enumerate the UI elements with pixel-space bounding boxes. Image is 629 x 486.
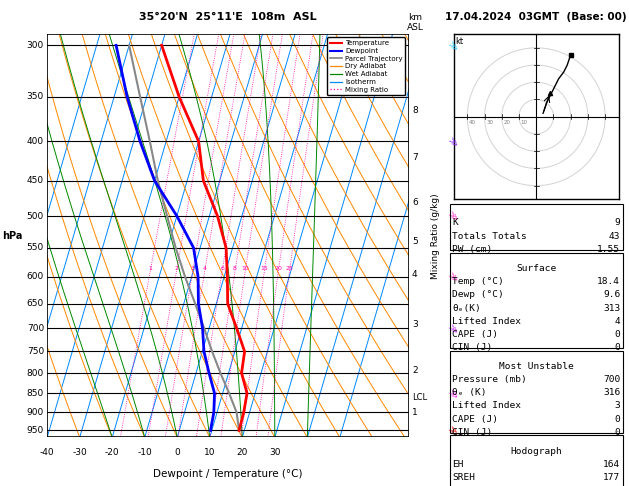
Text: 300: 300 (27, 41, 44, 50)
Text: 17.04.2024  03GMT  (Base: 00): 17.04.2024 03GMT (Base: 00) (445, 12, 627, 22)
Text: 3: 3 (191, 266, 195, 271)
Text: Most Unstable: Most Unstable (499, 362, 574, 371)
Text: Lifted Index: Lifted Index (452, 401, 521, 411)
Text: ≫: ≫ (445, 386, 460, 400)
Text: 30: 30 (486, 120, 493, 125)
Text: 9: 9 (615, 218, 620, 227)
Text: 0: 0 (615, 415, 620, 424)
Text: 1: 1 (412, 408, 418, 417)
Text: 20: 20 (237, 448, 248, 457)
Text: 400: 400 (27, 137, 44, 146)
Text: ≫: ≫ (445, 38, 460, 52)
Text: 6: 6 (220, 266, 224, 271)
Text: 600: 600 (27, 273, 44, 281)
Text: 750: 750 (27, 347, 44, 356)
Text: Totals Totals: Totals Totals (452, 231, 527, 241)
Text: 6: 6 (412, 198, 418, 207)
Text: ≫: ≫ (445, 321, 460, 335)
Text: Surface: Surface (516, 264, 556, 273)
Text: ≫: ≫ (445, 270, 460, 284)
Text: 950: 950 (27, 426, 44, 435)
Text: Pressure (mb): Pressure (mb) (452, 375, 527, 384)
Text: -10: -10 (137, 448, 152, 457)
Text: 15: 15 (260, 266, 268, 271)
Text: 4: 4 (615, 317, 620, 326)
Text: 177: 177 (603, 473, 620, 482)
Text: 40: 40 (469, 120, 476, 125)
Text: Hodograph: Hodograph (510, 447, 562, 456)
Text: 43: 43 (609, 231, 620, 241)
Text: kt: kt (455, 37, 464, 47)
Text: 450: 450 (27, 176, 44, 185)
Text: 900: 900 (27, 408, 44, 417)
Text: 500: 500 (27, 211, 44, 221)
Text: 700: 700 (27, 324, 44, 333)
Text: Dewpoint / Temperature (°C): Dewpoint / Temperature (°C) (153, 469, 303, 479)
Text: 25: 25 (286, 266, 293, 271)
Text: CAPE (J): CAPE (J) (452, 330, 498, 339)
Legend: Temperature, Dewpoint, Parcel Trajectory, Dry Adiabat, Wet Adiabat, Isotherm, Mi: Temperature, Dewpoint, Parcel Trajectory… (327, 37, 405, 95)
Text: 10: 10 (242, 266, 249, 271)
Text: 35°20'N  25°11'E  108m  ASL: 35°20'N 25°11'E 108m ASL (139, 12, 317, 22)
Text: 10: 10 (521, 120, 528, 125)
Text: 0: 0 (174, 448, 180, 457)
Text: 313: 313 (603, 304, 620, 312)
Text: EH: EH (452, 460, 464, 469)
Text: 0: 0 (615, 428, 620, 437)
Text: ≫: ≫ (445, 423, 460, 437)
Text: Mixing Ratio (g/kg): Mixing Ratio (g/kg) (431, 193, 440, 278)
Text: 316: 316 (603, 388, 620, 397)
Text: Lifted Index: Lifted Index (452, 317, 521, 326)
Text: 7: 7 (412, 153, 418, 162)
Text: 4: 4 (203, 266, 207, 271)
Text: 8: 8 (233, 266, 237, 271)
Text: 850: 850 (27, 389, 44, 398)
Text: hPa: hPa (3, 231, 23, 241)
Text: ≫: ≫ (445, 134, 460, 149)
Text: 350: 350 (27, 92, 44, 102)
Text: 8: 8 (412, 106, 418, 115)
Text: 800: 800 (27, 368, 44, 378)
Text: 30: 30 (269, 448, 281, 457)
Text: 4: 4 (412, 270, 418, 278)
Text: θₑ (K): θₑ (K) (452, 388, 487, 397)
Text: PW (cm): PW (cm) (452, 245, 493, 254)
Text: 10: 10 (204, 448, 216, 457)
Text: θₑ(K): θₑ(K) (452, 304, 481, 312)
Text: 5: 5 (412, 237, 418, 246)
Text: LCL: LCL (412, 394, 427, 402)
Text: km
ASL: km ASL (407, 13, 423, 32)
Text: CAPE (J): CAPE (J) (452, 415, 498, 424)
Text: 550: 550 (27, 243, 44, 252)
Text: 3: 3 (615, 401, 620, 411)
Text: 650: 650 (27, 299, 44, 308)
Text: 3: 3 (412, 320, 418, 329)
Text: 164: 164 (603, 460, 620, 469)
Text: 20: 20 (503, 120, 511, 125)
Text: CIN (J): CIN (J) (452, 343, 493, 352)
Text: 2: 2 (174, 266, 179, 271)
Text: -30: -30 (72, 448, 87, 457)
Text: 18.4: 18.4 (597, 278, 620, 286)
Text: 0: 0 (615, 343, 620, 352)
Text: CIN (J): CIN (J) (452, 428, 493, 437)
Text: Dewp (°C): Dewp (°C) (452, 291, 504, 299)
Text: ≫: ≫ (445, 209, 460, 223)
Text: 0: 0 (615, 330, 620, 339)
Text: -40: -40 (40, 448, 55, 457)
Text: -20: -20 (105, 448, 120, 457)
Text: 1: 1 (148, 266, 152, 271)
Text: 20: 20 (274, 266, 282, 271)
Text: Temp (°C): Temp (°C) (452, 278, 504, 286)
Text: 1.55: 1.55 (597, 245, 620, 254)
Text: 2: 2 (412, 366, 418, 375)
Text: 9.6: 9.6 (603, 291, 620, 299)
Text: SREH: SREH (452, 473, 476, 482)
Text: 700: 700 (603, 375, 620, 384)
Text: K: K (452, 218, 458, 227)
